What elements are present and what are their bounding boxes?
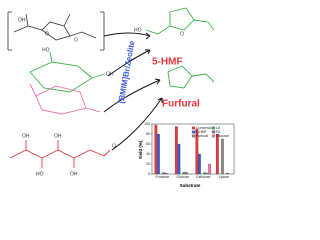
bar: [185, 172, 188, 175]
legend-swatch: [191, 126, 196, 130]
bar: [221, 138, 224, 175]
furfural-structure: [167, 65, 215, 89]
bar: [182, 171, 186, 175]
bar: [215, 133, 219, 175]
hmf-label: 5-HMF: [152, 57, 183, 68]
x-tick-label: Glucose: [176, 175, 189, 179]
cellulose-structure: [7, 11, 105, 51]
y-tick-label: 80: [146, 132, 150, 136]
hmf-structure: [145, 7, 215, 35]
bar: [157, 133, 160, 175]
legend-swatch: [211, 134, 216, 138]
y-tick-label: 20: [146, 162, 150, 166]
atom-label: OH: [106, 71, 114, 77]
atom-label: HO: [42, 47, 50, 53]
x-tick-label: Cellulose: [196, 175, 210, 179]
legend-label: Conversion: [196, 126, 214, 130]
graphical-abstract: [BMIM]Br/Zeolite 5-HMF Furfural OH O O H…: [7, 7, 235, 188]
legend-label: Furfural: [196, 134, 208, 138]
bar: [154, 124, 158, 175]
bar: [195, 128, 199, 175]
atom-label: OH: [70, 171, 78, 177]
x-tick-label: Xylose: [218, 175, 229, 179]
legend-swatch: [191, 134, 196, 138]
fructose-structure: [29, 83, 101, 115]
atom-label: O: [45, 31, 49, 37]
bar-chart: Substrate Yield (%) 0 20 40 60 80 100 Fructose…: [138, 122, 235, 188]
legend-label: FA: [216, 130, 221, 134]
bar: [226, 172, 229, 175]
furfural-label: Furfural: [162, 99, 200, 110]
atom-label: HO: [134, 27, 142, 33]
bar: [174, 126, 178, 175]
catalyst-label: [BMIM]Br/Zeolite: [117, 39, 137, 104]
y-tick-label: 100: [144, 122, 150, 126]
glucose-structure: [29, 51, 105, 93]
bar: [205, 172, 209, 175]
bar: [177, 143, 181, 175]
y-tick-label: 0: [148, 172, 150, 176]
y-tick-label: 40: [146, 152, 150, 156]
legend-swatch: [191, 130, 196, 134]
y-tick-label: 60: [146, 142, 150, 146]
legend-swatch: [211, 126, 216, 130]
legend-label: Glucose: [216, 134, 229, 138]
bar: [203, 172, 206, 175]
legend-swatch: [211, 130, 216, 134]
legend-label: LA: [216, 126, 221, 130]
bar: [198, 153, 201, 175]
x-tick-label: Fructose: [155, 175, 169, 179]
reaction-arrows: [103, 32, 163, 151]
atom-label: O: [180, 31, 184, 37]
atom-label: O: [112, 143, 116, 149]
bar: [164, 172, 168, 175]
bar: [162, 172, 165, 175]
atom-label: HO: [36, 171, 44, 177]
atom-label: O: [74, 37, 78, 43]
atom-label: OH: [54, 133, 62, 139]
bar: [208, 163, 212, 175]
legend-label: 5-HMF: [196, 130, 207, 134]
xylose-structure: [9, 140, 111, 168]
atom-label: OH: [18, 17, 26, 23]
atom-label: OH: [22, 133, 30, 139]
y-axis-label: Yield (%): [138, 140, 143, 159]
x-axis-label: Substrate: [180, 183, 201, 188]
